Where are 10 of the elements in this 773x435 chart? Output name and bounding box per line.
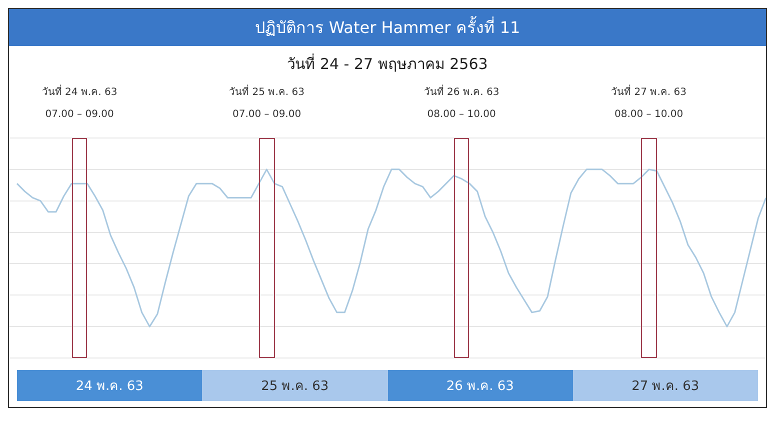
text: วันที่ 26 พ.ค. 63 08.00 – 10.00	[422, 84, 500, 122]
text: วันที่ 24 พ.ค. 63 07.00 – 09.00	[40, 84, 118, 122]
text: วันที่ 25 พ.ค. 63 07.00 – 09.00	[228, 84, 306, 122]
text: 27 พ.ค. 63	[572, 370, 758, 401]
text: วันที่ 27 พ.ค. 63 08.00 – 10.00	[610, 84, 688, 122]
text: 25 พ.ค. 63	[202, 370, 388, 401]
chart-subtitle: วันที่ 24 - 27 พฤษภาคม 2563	[286, 52, 489, 75]
text: 24 พ.ค. 63	[17, 370, 202, 401]
text: 26 พ.ค. 63	[388, 370, 573, 401]
chart-title: ปฏิบัติการ Water Hammer ครั้งที่ 11	[9, 9, 766, 46]
